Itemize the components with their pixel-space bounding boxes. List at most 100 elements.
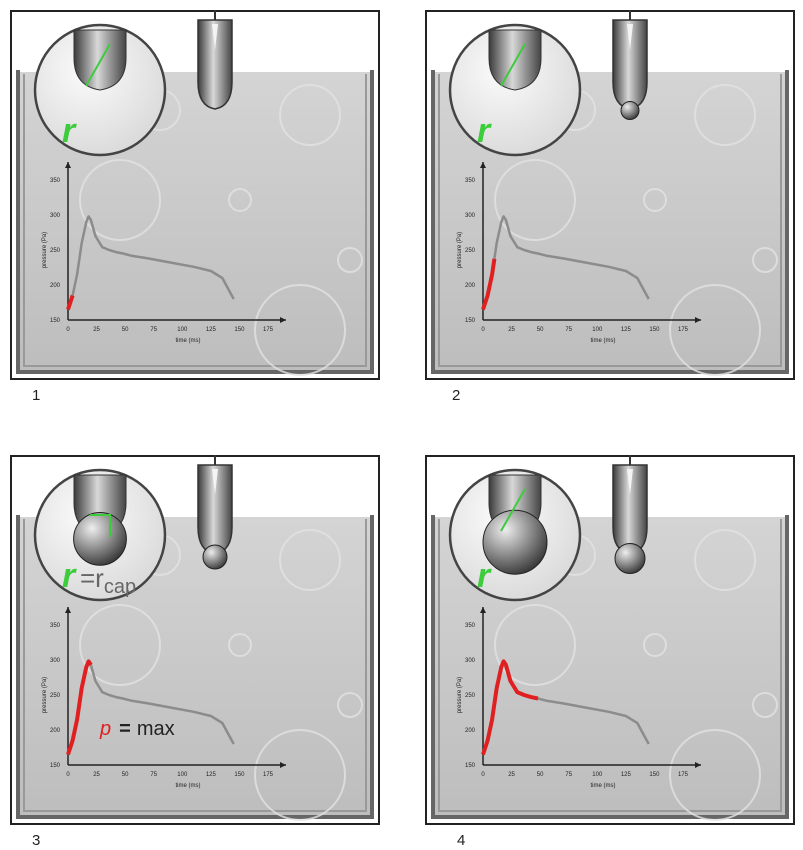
beaker-inner-wall [23, 74, 367, 367]
x-tick-label: 75 [150, 327, 157, 333]
y-tick-label: 200 [50, 728, 61, 734]
beaker-wall [431, 70, 789, 374]
x-tick-label: 50 [122, 327, 129, 333]
y-tick-label: 350 [465, 178, 476, 184]
capillary-bubble [614, 543, 646, 574]
pressure-curve-measured [481, 258, 497, 311]
radius-label: r [62, 112, 77, 150]
x-tick-label: 175 [263, 327, 274, 333]
panel-3: r =rcap 0 25 50 75 100 125 150 175 150 200 250 300 350… [10, 455, 380, 825]
bubble [494, 159, 576, 241]
bubble [228, 633, 252, 657]
x-tick-label: 125 [621, 772, 632, 778]
bubble [643, 188, 667, 212]
y-tick-label: 250 [50, 248, 61, 254]
capillary-bore [212, 24, 218, 50]
radius-label: r [477, 557, 492, 595]
bubble [337, 247, 363, 273]
beaker-wall [16, 515, 374, 819]
x-tick-label: 125 [621, 327, 632, 333]
radius-label: r [62, 557, 77, 595]
bubble [279, 529, 341, 591]
x-tick-label: 175 [263, 772, 274, 778]
y-tick-label: 250 [50, 693, 61, 699]
x-tick-label: 150 [234, 772, 245, 778]
panel-number-2: 2 [452, 387, 461, 404]
pressure-curve [481, 215, 650, 310]
pressure-curve-measured [481, 659, 539, 756]
x-tick-label: 0 [481, 772, 485, 778]
bubble [752, 247, 778, 273]
panel-number-1: 1 [32, 387, 41, 404]
x-tick-label: 150 [234, 327, 245, 333]
y-tick-label: 150 [465, 763, 476, 769]
y-tick-label: 300 [465, 658, 476, 664]
bubble [694, 84, 756, 146]
y-axis-label: pressure (Pa) [42, 232, 48, 268]
x-axis-arrow [280, 762, 286, 768]
x-tick-label: 100 [177, 327, 188, 333]
y-tick-label: 200 [465, 283, 476, 289]
panel-4: r 0 25 50 75 100 125 150 175 150 200 250 300 350 time … [425, 455, 795, 825]
radius-line [500, 43, 526, 87]
x-axis-label: time (ms) [176, 338, 201, 344]
x-axis-arrow [695, 762, 701, 768]
capillary [197, 19, 233, 110]
x-tick-label: 175 [678, 772, 689, 778]
radius-line [85, 43, 111, 87]
y-tick-label: 150 [50, 318, 61, 324]
y-axis-label: pressure (Pa) [457, 677, 463, 713]
x-tick-label: 100 [177, 772, 188, 778]
bubble [643, 633, 667, 657]
pressure-curve-measured [66, 294, 75, 311]
x-axis-arrow [695, 317, 701, 323]
x-axis-label: time (ms) [591, 783, 616, 789]
y-axis-arrow [480, 162, 486, 168]
y-tick-label: 350 [50, 178, 61, 184]
y-tick-label: 250 [465, 248, 476, 254]
pressure-curve-measured [66, 659, 93, 756]
bubble [79, 604, 161, 686]
capillary-bubble [620, 101, 640, 120]
y-tick-label: 150 [50, 763, 61, 769]
panel-number-4: 4 [457, 832, 466, 849]
x-tick-label: 150 [649, 327, 660, 333]
x-tick-label: 0 [66, 772, 70, 778]
y-tick-label: 300 [50, 213, 61, 219]
y-axis-arrow [65, 162, 71, 168]
y-tick-label: 300 [465, 213, 476, 219]
bubble [279, 84, 341, 146]
x-axis-label: time (ms) [591, 338, 616, 344]
x-tick-label: 25 [93, 772, 100, 778]
x-tick-label: 0 [66, 327, 70, 333]
y-axis-label: pressure (Pa) [457, 232, 463, 268]
magnified-bubble [482, 509, 548, 575]
beaker-inner-wall [438, 74, 782, 367]
radius-line [500, 488, 526, 532]
y-tick-label: 150 [465, 318, 476, 324]
x-tick-label: 25 [508, 772, 515, 778]
y-tick-label: 350 [465, 623, 476, 629]
x-tick-label: 0 [481, 327, 485, 333]
diagram-svg: r 0 25 50 75 100 125 150 175 150 200 250 300 350 time … [425, 455, 795, 825]
y-tick-label: 350 [50, 623, 61, 629]
radius-equals-label: =rcap [80, 563, 136, 598]
bubble [254, 729, 346, 821]
bubble [669, 284, 761, 376]
x-tick-label: 50 [122, 772, 129, 778]
pressure-curve [66, 215, 235, 310]
panel-1: r 0 25 50 75 100 125 150 175 150 200 250 300 350 time … [10, 10, 380, 380]
panel-2: r 0 25 50 75 100 125 150 175 150 200 250 300 350 time … [425, 10, 795, 380]
beaker-inner-wall [23, 519, 367, 812]
x-axis-arrow [280, 317, 286, 323]
x-axis-label: time (ms) [176, 783, 201, 789]
diagram-svg: r 0 25 50 75 100 125 150 175 150 200 250 300 350 time … [425, 10, 795, 380]
radius-label: r [477, 112, 492, 150]
beaker-wall [16, 70, 374, 374]
x-tick-label: 100 [592, 772, 603, 778]
x-tick-label: 75 [150, 772, 157, 778]
x-tick-label: 125 [206, 327, 217, 333]
bubble [79, 159, 161, 241]
x-tick-label: 175 [678, 327, 689, 333]
x-tick-label: 75 [565, 327, 572, 333]
